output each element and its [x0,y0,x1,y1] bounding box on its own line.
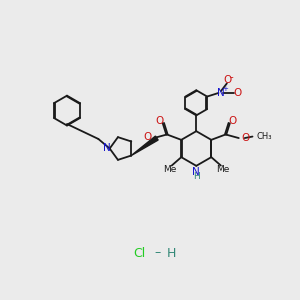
Text: O: O [143,132,151,142]
Text: H: H [167,247,176,260]
Text: CH₃: CH₃ [257,132,272,141]
Text: Me: Me [216,165,230,174]
Text: –: – [154,247,161,260]
Text: N: N [192,167,200,177]
Text: O: O [223,75,232,85]
Text: O: O [155,116,163,126]
Text: N: N [217,88,225,98]
Text: Me: Me [163,165,176,174]
Text: Cl: Cl [134,247,146,260]
Text: O: O [233,88,241,98]
Text: +: + [222,86,228,92]
Text: N: N [103,143,111,153]
Text: -: - [229,72,233,82]
Text: O: O [229,116,237,126]
Text: O: O [242,133,250,143]
Polygon shape [131,136,158,155]
Text: H: H [193,172,200,181]
